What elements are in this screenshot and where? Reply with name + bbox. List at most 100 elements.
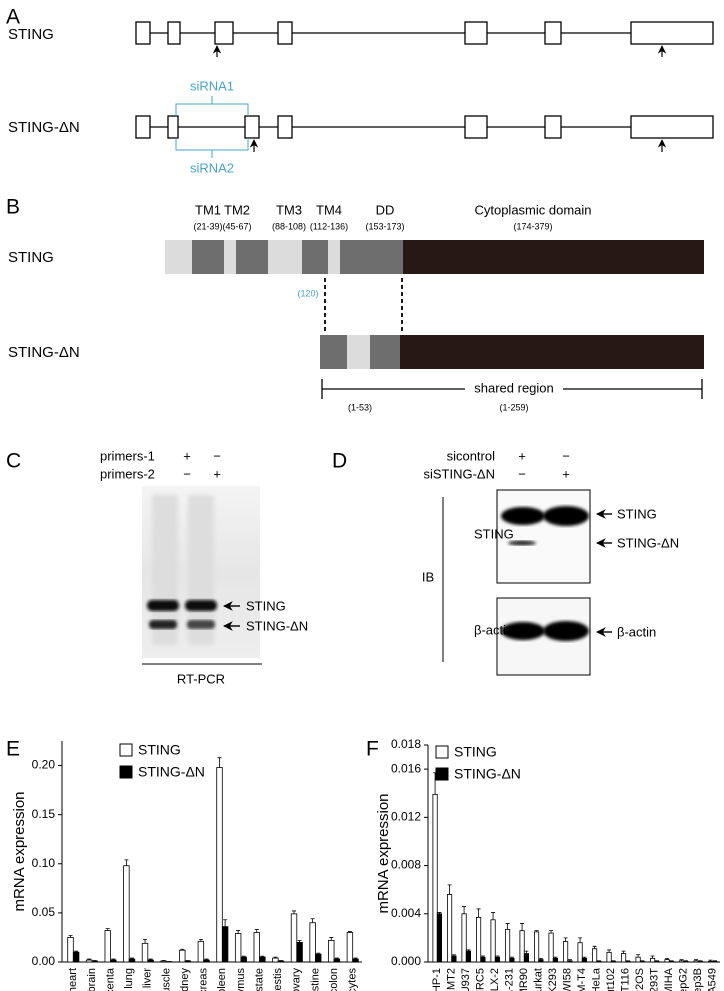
error-bar	[592, 945, 597, 949]
bar	[693, 960, 699, 963]
exon	[214, 21, 234, 45]
y-axis-label: mRNA expression	[11, 791, 28, 911]
x-tick-label: MDA-231	[504, 968, 516, 991]
error-bar	[553, 956, 558, 959]
x-tick-label: spleen	[216, 968, 228, 991]
x-tick-label: placenta	[104, 967, 116, 991]
error-bar	[217, 757, 222, 768]
lane-sign: −	[213, 448, 221, 463]
error-bar	[491, 912, 496, 920]
error-bar	[334, 957, 339, 960]
error-bar	[650, 955, 655, 959]
error-bar	[329, 937, 334, 941]
domain-name: DD	[376, 202, 395, 217]
error-bar	[316, 952, 321, 955]
bar	[240, 956, 247, 963]
error-bar	[625, 960, 630, 962]
bar	[277, 960, 285, 963]
bar	[683, 960, 689, 963]
error-bar	[74, 950, 79, 953]
error-bar	[87, 958, 92, 961]
sirna-label: siRNA1	[190, 78, 234, 93]
x-tick-label: IMR90	[518, 968, 530, 991]
domain-range: (45-67)	[222, 221, 251, 231]
protein-bar	[347, 335, 370, 369]
error-bar	[198, 939, 203, 942]
bar	[538, 959, 544, 963]
band-label: STING	[246, 598, 286, 613]
error-bar	[524, 950, 529, 954]
exon	[464, 21, 488, 45]
exon	[167, 21, 181, 45]
error-bar	[567, 959, 572, 961]
legend-label: STING-ΔN	[138, 764, 205, 780]
error-bar	[509, 956, 514, 959]
x-tick-label: intestine	[309, 968, 321, 991]
error-bar	[68, 935, 73, 938]
error-bar	[254, 929, 259, 933]
bar	[67, 937, 74, 963]
error-bar	[143, 939, 148, 944]
x-tick-label: Hep3B	[692, 968, 704, 991]
bar	[610, 960, 616, 963]
x-tick-label: testis	[272, 968, 284, 991]
cut-position: (120)	[297, 288, 318, 298]
gel-band	[187, 620, 215, 629]
bar	[664, 959, 670, 963]
gel-band	[149, 620, 177, 629]
panel-label: C	[6, 450, 21, 473]
domain	[373, 240, 403, 274]
error-bar	[129, 957, 134, 960]
bar	[679, 960, 685, 963]
condition-label: primers-1	[100, 448, 155, 463]
domain-range: (174-379)	[513, 221, 552, 231]
bar	[523, 953, 529, 963]
bar	[272, 957, 279, 963]
y-tick-label: 0.00	[32, 954, 56, 968]
x-tick-label: liver	[142, 968, 154, 989]
bar	[461, 913, 467, 963]
error-bar	[124, 859, 129, 866]
x-tick-label: leukocytes	[347, 968, 359, 991]
blot-band	[543, 506, 589, 526]
error-bar	[582, 956, 587, 959]
error-bar	[708, 959, 713, 962]
blot-image	[496, 489, 591, 584]
x-tick-label: HEK293T	[649, 968, 661, 991]
bar	[432, 794, 438, 963]
domain	[370, 335, 400, 369]
error-bar	[223, 919, 228, 927]
domain-name: TM3	[276, 202, 302, 217]
y-tick-label: 0.008	[391, 858, 421, 872]
error-bar	[712, 960, 717, 962]
lane-sign: +	[183, 448, 191, 463]
bar	[184, 960, 192, 963]
x-tick-label: HCT116	[620, 968, 632, 991]
bar	[621, 953, 627, 963]
x-tick-label: MIHA	[663, 967, 675, 991]
bar	[253, 932, 260, 963]
bar	[333, 958, 341, 963]
x-tick-label: lung	[123, 968, 135, 989]
panel-label: D	[332, 450, 347, 473]
error-bar	[549, 930, 554, 934]
error-bar	[611, 960, 616, 962]
error-bar	[466, 949, 471, 952]
row-label: STING-ΔN	[8, 344, 80, 361]
bar	[596, 960, 602, 963]
bar	[197, 940, 205, 963]
bar	[475, 916, 482, 963]
exon	[544, 115, 562, 139]
x-tick-label: thymus	[235, 968, 247, 991]
error-bar	[636, 954, 641, 958]
bar	[548, 932, 554, 963]
y-tick-label: 0.016	[391, 761, 421, 775]
y-tick-label: 0.012	[391, 810, 421, 824]
error-bar	[310, 918, 315, 923]
shared-range: (1-53)	[348, 402, 372, 412]
error-bar	[654, 960, 659, 962]
bar-chart: 0.00 0.05 0.10 0.15 0.20 mRNA expression heart…	[11, 741, 362, 991]
bar	[654, 960, 660, 963]
bar	[625, 960, 631, 963]
panel-label: F	[366, 738, 379, 761]
